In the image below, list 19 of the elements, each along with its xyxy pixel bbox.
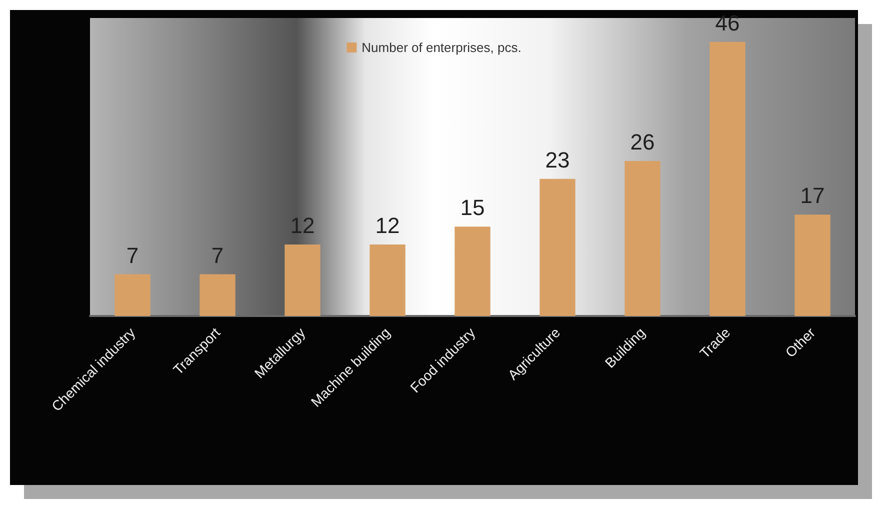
bar (284, 244, 320, 316)
bar (200, 274, 236, 316)
data-label: 7 (126, 242, 139, 268)
legend-label: Number of enterprises, pcs. (362, 40, 522, 55)
bar (794, 214, 830, 316)
bar (370, 244, 406, 316)
bar (454, 226, 490, 316)
bar (624, 161, 660, 316)
data-label: 46 (715, 10, 740, 36)
data-label: 7 (211, 242, 224, 268)
data-label: 12 (375, 212, 400, 238)
data-label: 17 (800, 183, 825, 208)
bar (710, 42, 746, 316)
data-label: 26 (630, 130, 655, 155)
bar (540, 178, 576, 316)
data-label: 12 (290, 212, 315, 238)
data-label: 15 (460, 195, 485, 220)
data-label: 23 (545, 147, 570, 172)
bar (114, 274, 150, 316)
